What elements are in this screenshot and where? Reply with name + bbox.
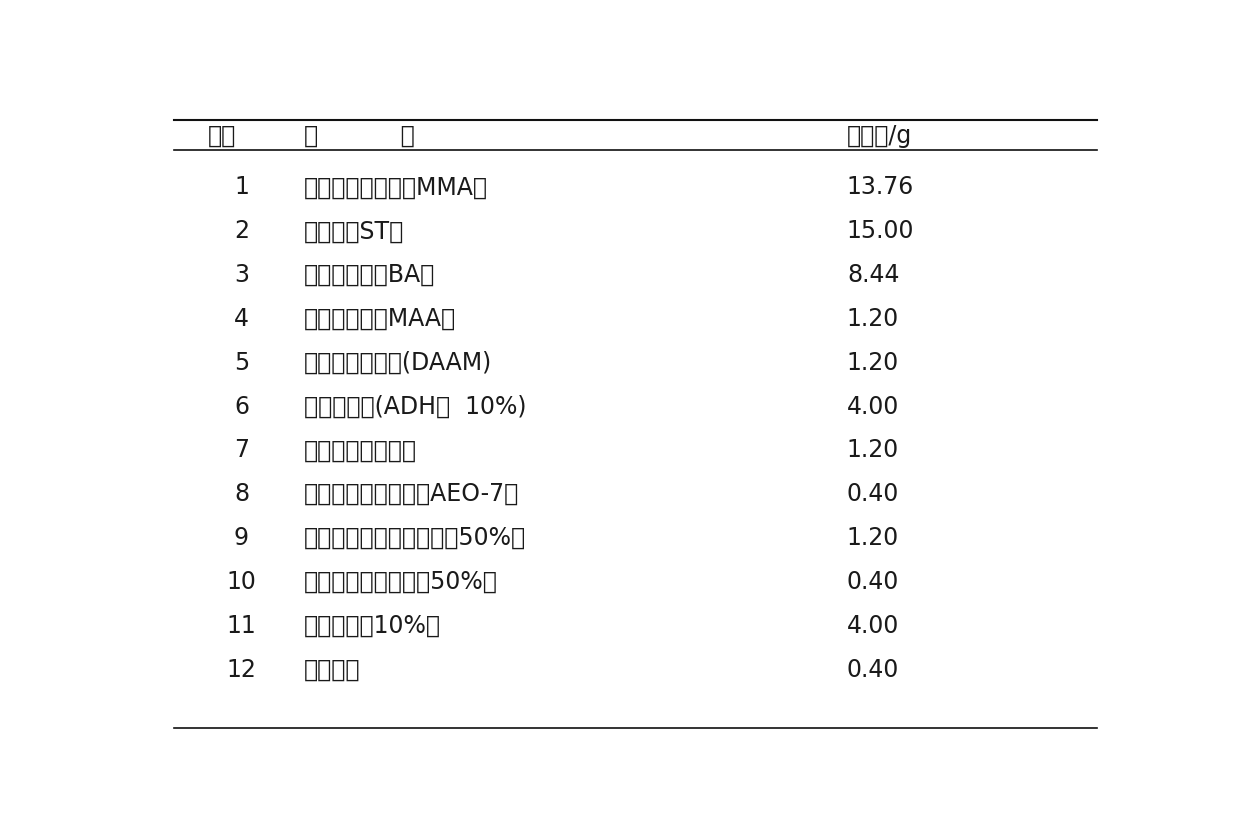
Text: 8.44: 8.44 (847, 263, 899, 287)
Text: 1.20: 1.20 (847, 350, 899, 375)
Text: 0.40: 0.40 (847, 657, 899, 681)
Text: 13.76: 13.76 (847, 176, 914, 199)
Text: 烷基聚氧乙烯醚磺酸钙（50%）: 烷基聚氧乙烯醚磺酸钙（50%） (304, 525, 526, 549)
Text: 6: 6 (234, 394, 249, 418)
Text: 脂肪醇聚氧乙烯醚（AEO-7）: 脂肪醇聚氧乙烯醚（AEO-7） (304, 482, 520, 506)
Text: 11: 11 (227, 613, 257, 637)
Text: 过硫酸钒（10%）: 过硫酸钒（10%） (304, 613, 441, 637)
Text: 2: 2 (234, 219, 249, 243)
Text: 0.40: 0.40 (847, 482, 899, 506)
Text: 甲基丙烯酸（MAA）: 甲基丙烯酸（MAA） (304, 307, 456, 330)
Text: 15.00: 15.00 (847, 219, 914, 243)
Text: 碳酸氢钙: 碳酸氢钙 (304, 657, 361, 681)
Text: 1.20: 1.20 (847, 525, 899, 549)
Text: 序号: 序号 (208, 124, 236, 148)
Text: 4.00: 4.00 (847, 394, 899, 418)
Text: 4: 4 (234, 307, 249, 330)
Text: 1.20: 1.20 (847, 438, 899, 461)
Text: 苯乙烯（ST）: 苯乙烯（ST） (304, 219, 404, 243)
Text: 己二酸二肼(ADH，  10%): 己二酸二肼(ADH， 10%) (304, 394, 527, 418)
Text: 十二烷基苯磺酸钙: 十二烷基苯磺酸钙 (304, 438, 417, 461)
Text: 8: 8 (234, 482, 249, 506)
Text: 9: 9 (234, 525, 249, 549)
Text: 丙烯酸丁酯（BA）: 丙烯酸丁酯（BA） (304, 263, 435, 287)
Text: 4.00: 4.00 (847, 613, 899, 637)
Text: 5: 5 (234, 350, 249, 375)
Text: 3: 3 (234, 263, 249, 287)
Text: 组           成: 组 成 (304, 124, 414, 148)
Text: 1: 1 (234, 176, 249, 199)
Text: 1.20: 1.20 (847, 307, 899, 330)
Text: 双丙酮丙烯酰胺(DAAM): 双丙酮丙烯酰胺(DAAM) (304, 350, 492, 375)
Text: 0.40: 0.40 (847, 569, 899, 594)
Text: 12: 12 (227, 657, 257, 681)
Text: 烷氧基聚氧乙烯醚（50%）: 烷氧基聚氧乙烯醚（50%） (304, 569, 497, 594)
Text: 10: 10 (227, 569, 257, 594)
Text: 甲基丙烯酸甲酯（MMA）: 甲基丙烯酸甲酯（MMA） (304, 176, 489, 199)
Text: 投料量/g: 投料量/g (847, 124, 913, 148)
Text: 7: 7 (234, 438, 249, 461)
